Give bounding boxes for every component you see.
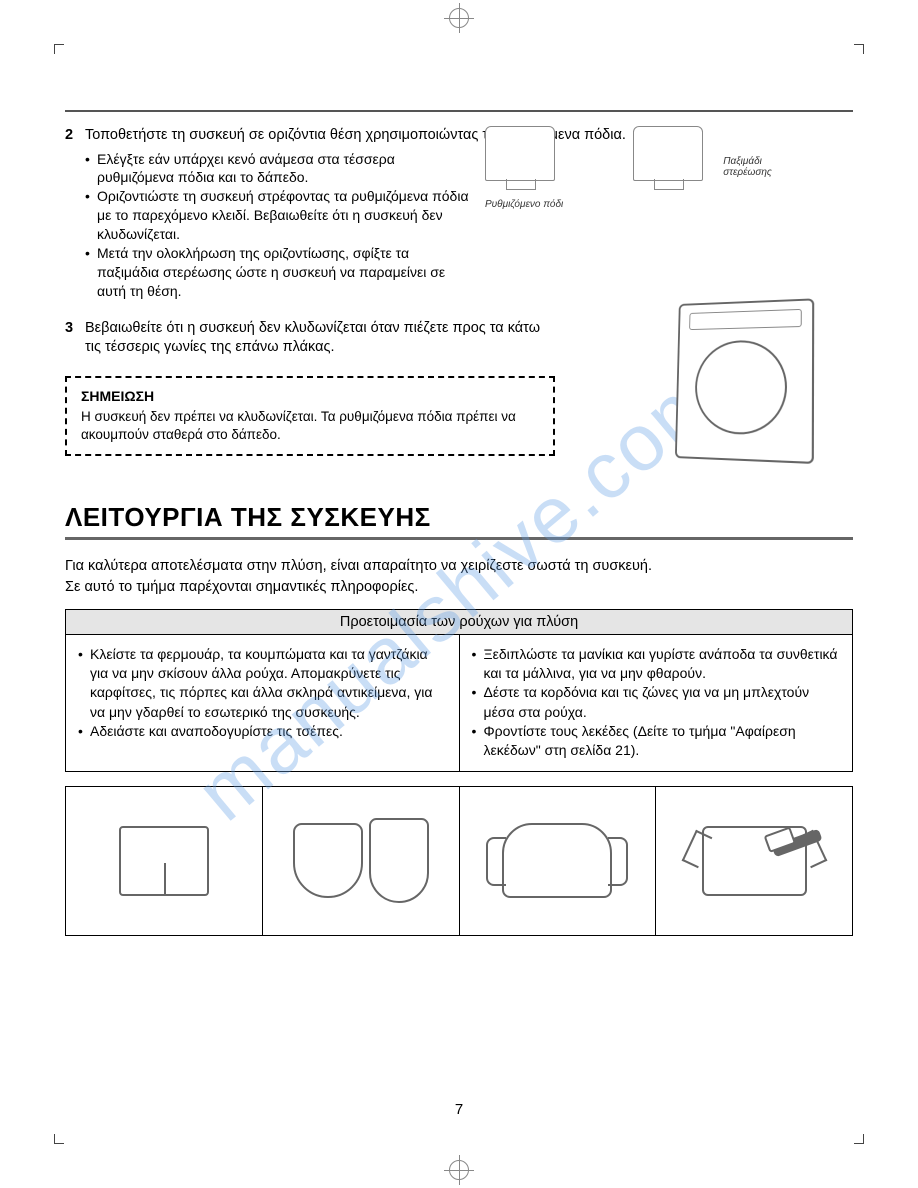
page-content: 2 Τοποθετήστε τη συσκευή σε οριζόντια θέ… — [0, 0, 918, 996]
step-number: 2 — [65, 126, 85, 146]
bullet-text: Μετά την ολοκλήρωση της οριζοντίωσης, σφ… — [97, 244, 475, 301]
note-box: ΣΗΜΕΙΩΣΗ Η συσκευή δεν πρέπει να κλυδωνί… — [65, 376, 555, 456]
figure-label: Ρυθμιζόμενο πόδι — [485, 199, 563, 210]
crop-mark — [854, 44, 864, 54]
illustration-pockets — [66, 787, 263, 935]
top-rule — [65, 110, 853, 112]
note-body: Η συσκευή δεν πρέπει να κλυδωνίζεται. Τα… — [81, 408, 539, 444]
bullet-text: Ξεδιπλώστε τα μανίκια και γυρίστε ανάποδ… — [484, 645, 841, 684]
bullet-text: Οριζοντιώστε τη συσκευή στρέφοντας τα ρυ… — [97, 187, 475, 244]
bullet-text: Κλείστε τα φερμουάρ, τα κουμπώματα και τ… — [90, 645, 447, 722]
section-rule — [65, 537, 853, 540]
illustration-row — [65, 786, 853, 936]
registration-mark-icon — [449, 1160, 469, 1180]
intro-text: Για καλύτερα αποτελέσματα στην πλύση, εί… — [65, 556, 853, 597]
page-number: 7 — [455, 1101, 463, 1118]
registration-mark-icon — [449, 8, 469, 28]
illustration-zippers — [263, 787, 460, 935]
intro-line: Για καλύτερα αποτελέσματα στην πλύση, εί… — [65, 556, 853, 576]
bullet-text: Φροντίστε τους λεκέδες (Δείτε το τμήμα "… — [484, 722, 841, 761]
note-title: ΣΗΜΕΙΩΣΗ — [81, 388, 539, 404]
illustration-stains — [656, 787, 852, 935]
bullet-text: Δέστε τα κορδόνια και τις ζώνες για να μ… — [484, 683, 841, 722]
bullet-text: Ελέγξτε εάν υπάρχει κενό ανάμεσα στα τέσ… — [97, 150, 475, 188]
table-cell-left: •Κλείστε τα φερμουάρ, τα κουμπώματα και … — [66, 634, 460, 771]
foot-icon — [485, 126, 555, 181]
washing-machine-figure — [673, 300, 848, 480]
crop-mark — [54, 1134, 64, 1144]
table-cell-right: •Ξεδιπλώστε τα μανίκια και γυρίστε ανάπο… — [459, 634, 853, 771]
table-header: Προετοιμασία των ρούχων για πλύση — [66, 609, 853, 634]
step-text: Βεβαιωθείτε ότι η συσκευή δεν κλυδωνίζετ… — [85, 319, 545, 358]
illustration-sweater — [460, 787, 657, 935]
figure-label: Παξιμάδι στερέωσης — [723, 156, 793, 178]
foot-nut-icon — [633, 126, 703, 181]
section-heading: ΛΕΙΤΟΥΡΓΙΑ ΤΗΣ ΣΥΣΚΕΥΗΣ — [65, 502, 853, 533]
crop-mark — [854, 1134, 864, 1144]
step-2-bullets: •Ελέγξτε εάν υπάρχει κενό ανάμεσα στα τέ… — [85, 150, 475, 301]
step-number: 3 — [65, 319, 85, 358]
intro-line: Σε αυτό το τμήμα παρέχονται σημαντικές π… — [65, 577, 853, 597]
bullet-text: Αδειάστε και αναποδογυρίστε τις τσέπες. — [90, 722, 343, 741]
adjustable-feet-figure: Ρυθμιζόμενο πόδι Παξιμάδι στερέωσης — [485, 126, 855, 246]
crop-mark — [54, 44, 64, 54]
preparation-table: Προετοιμασία των ρούχων για πλύση •Κλείσ… — [65, 609, 853, 772]
